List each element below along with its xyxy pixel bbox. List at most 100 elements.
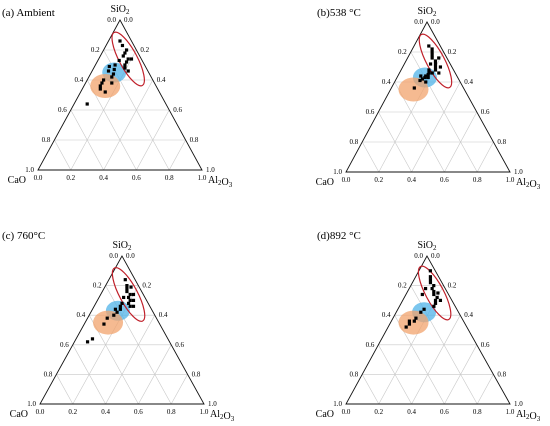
- bottom-tick-label: 0.8: [473, 176, 482, 184]
- panel-title: (b)538 °C: [317, 7, 361, 19]
- bottom-tick-label: 0.4: [99, 174, 108, 182]
- grid-line: [444, 344, 478, 405]
- data-point: [113, 307, 118, 311]
- data-point: [90, 337, 95, 341]
- data-point: [123, 63, 127, 67]
- bottom-tick-label: 0.6: [132, 174, 141, 182]
- data-point: [433, 59, 438, 63]
- highlight-regions: [398, 33, 453, 102]
- grid-line: [54, 139, 72, 171]
- left-tick-label: 0.0: [109, 252, 118, 260]
- right-tick-label: 0.8: [190, 136, 199, 144]
- data-point: [126, 295, 131, 300]
- bottom-tick-label: 0.4: [407, 408, 416, 416]
- right-tick-label: 0.8: [497, 370, 506, 378]
- vertex-label-cao: CaO: [10, 409, 28, 420]
- red-ellipse-region: [111, 31, 145, 87]
- data-point: [433, 68, 438, 72]
- data-point: [128, 304, 132, 308]
- data-point: [125, 289, 129, 294]
- data-point: [120, 43, 125, 48]
- left-tick-label: 0.2: [398, 282, 407, 290]
- red-ellipse-region: [418, 33, 453, 89]
- left-tick-label: 1.0: [333, 168, 342, 176]
- orange-region: [93, 310, 124, 335]
- data-point: [124, 60, 129, 64]
- data-point: [404, 325, 408, 329]
- data-point: [128, 292, 132, 297]
- data-point: [131, 292, 136, 297]
- left-tick-label: 0.4: [382, 311, 391, 319]
- right-tick-label: 0.6: [173, 106, 182, 114]
- ternary-panel-c: (c) 760°C0.00.01.00.20.20.80.40.40.60.60…: [2, 230, 235, 423]
- vertex-label-al2o3: Al2O3: [516, 409, 541, 423]
- data-point: [430, 71, 434, 75]
- vertex-label-cao: CaO: [316, 177, 334, 188]
- data-points: [85, 278, 136, 344]
- data-points: [412, 44, 443, 90]
- data-point: [407, 322, 412, 326]
- data-point: [131, 298, 136, 302]
- data-point: [113, 63, 117, 67]
- grid-line: [411, 315, 461, 405]
- bottom-tick-label: 0.4: [101, 408, 110, 416]
- bottom-tick-label: 0.2: [374, 176, 383, 184]
- right-tick-label: 0.4: [464, 78, 473, 86]
- data-point: [85, 340, 90, 344]
- data-point: [438, 65, 443, 69]
- grid-line: [56, 374, 74, 405]
- data-point: [121, 54, 125, 58]
- grid-line: [138, 344, 172, 405]
- highlight-regions: [398, 265, 452, 335]
- data-point: [424, 80, 428, 84]
- data-point: [125, 286, 129, 291]
- panel-title: (a) Ambient: [2, 7, 55, 19]
- data-point: [118, 307, 122, 311]
- data-point: [102, 322, 106, 326]
- data-point: [432, 284, 436, 288]
- data-point: [412, 319, 416, 323]
- triangle-frame: [345, 21, 511, 173]
- left-tick-label: 0.6: [60, 341, 69, 349]
- bottom-tick-label: 0.0: [342, 176, 351, 184]
- data-point: [419, 310, 423, 314]
- vertex-label-al2o3: Al2O3: [208, 175, 233, 189]
- data-point: [436, 291, 440, 295]
- orange-region: [90, 74, 121, 98]
- vertex-label-cao: CaO: [316, 409, 334, 420]
- left-tick-label: 0.4: [74, 76, 83, 84]
- data-point: [115, 310, 119, 314]
- data-point: [428, 269, 432, 273]
- grid-line: [361, 141, 380, 173]
- left-tick-label: 0.8: [44, 370, 53, 378]
- left-tick-label: 1.0: [25, 166, 34, 174]
- right-tick-label: 0.2: [448, 48, 457, 56]
- data-point: [107, 64, 111, 69]
- data-point: [105, 316, 109, 320]
- vertex-label-sio2: SiO2: [110, 4, 130, 16]
- red-ellipse-region: [111, 267, 146, 322]
- data-point: [120, 301, 124, 305]
- data-point: [110, 81, 114, 85]
- left-tick-label: 1.0: [27, 400, 36, 408]
- right-tick-label: 0.4: [464, 311, 473, 319]
- data-point: [433, 62, 438, 66]
- data-point: [433, 65, 438, 69]
- data-point: [432, 289, 436, 294]
- bottom-tick-label: 0.0: [36, 408, 45, 416]
- data-point: [430, 56, 434, 60]
- data-point: [430, 50, 434, 54]
- bottom-tick-label: 0.8: [167, 408, 176, 416]
- left-tick-label: 0.8: [349, 138, 358, 146]
- data-point: [430, 286, 434, 291]
- left-tick-label: 0.0: [414, 252, 423, 260]
- data-point: [124, 48, 129, 52]
- data-point: [118, 304, 122, 308]
- data-point: [426, 75, 430, 80]
- right-tick-label: 0.6: [481, 108, 490, 116]
- data-point: [430, 47, 434, 51]
- highlight-regions: [93, 267, 146, 335]
- bottom-tick-label: 1.0: [198, 174, 207, 182]
- bottom-tick-label: 0.2: [374, 408, 383, 416]
